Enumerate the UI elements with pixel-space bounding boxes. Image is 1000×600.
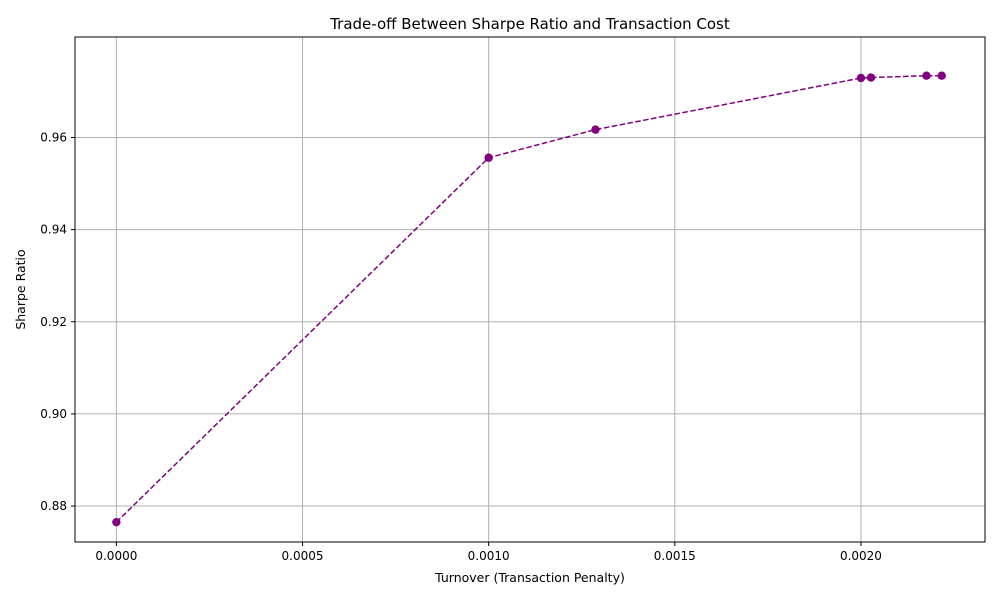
y-tick-label: 0.92 [40,315,67,329]
x-tick-label: 0.0010 [468,549,510,563]
x-axis: 0.0000 0.0005 0.0010 0.0015 0.0020 [95,542,882,563]
data-point [866,73,876,82]
data-point [484,153,493,162]
grid [75,37,985,542]
data-point [937,71,946,80]
series-line [115,74,942,523]
x-axis-label: Turnover (Transaction Penalty) [434,570,625,585]
data-point [856,73,866,83]
data-point [922,71,931,80]
plot-frame [74,36,986,543]
y-tick-label: 0.94 [40,223,67,237]
x-tick-label: 0.0000 [95,549,137,563]
data-point [591,125,600,134]
y-tick-label: 0.96 [40,130,67,144]
x-tick-label: 0.0015 [654,549,696,563]
series-layer [112,71,946,527]
y-axis: 0.88 0.90 0.92 0.94 0.96 [40,130,75,513]
x-tick-label: 0.0005 [282,549,324,563]
y-tick-label: 0.90 [40,407,67,421]
chart-title: Trade-off Between Sharpe Ratio and Trans… [329,15,730,33]
y-axis-label: Sharpe Ratio [13,249,28,329]
x-tick-label: 0.0020 [840,549,882,563]
y-tick-label: 0.88 [40,499,67,513]
data-point [112,517,121,527]
